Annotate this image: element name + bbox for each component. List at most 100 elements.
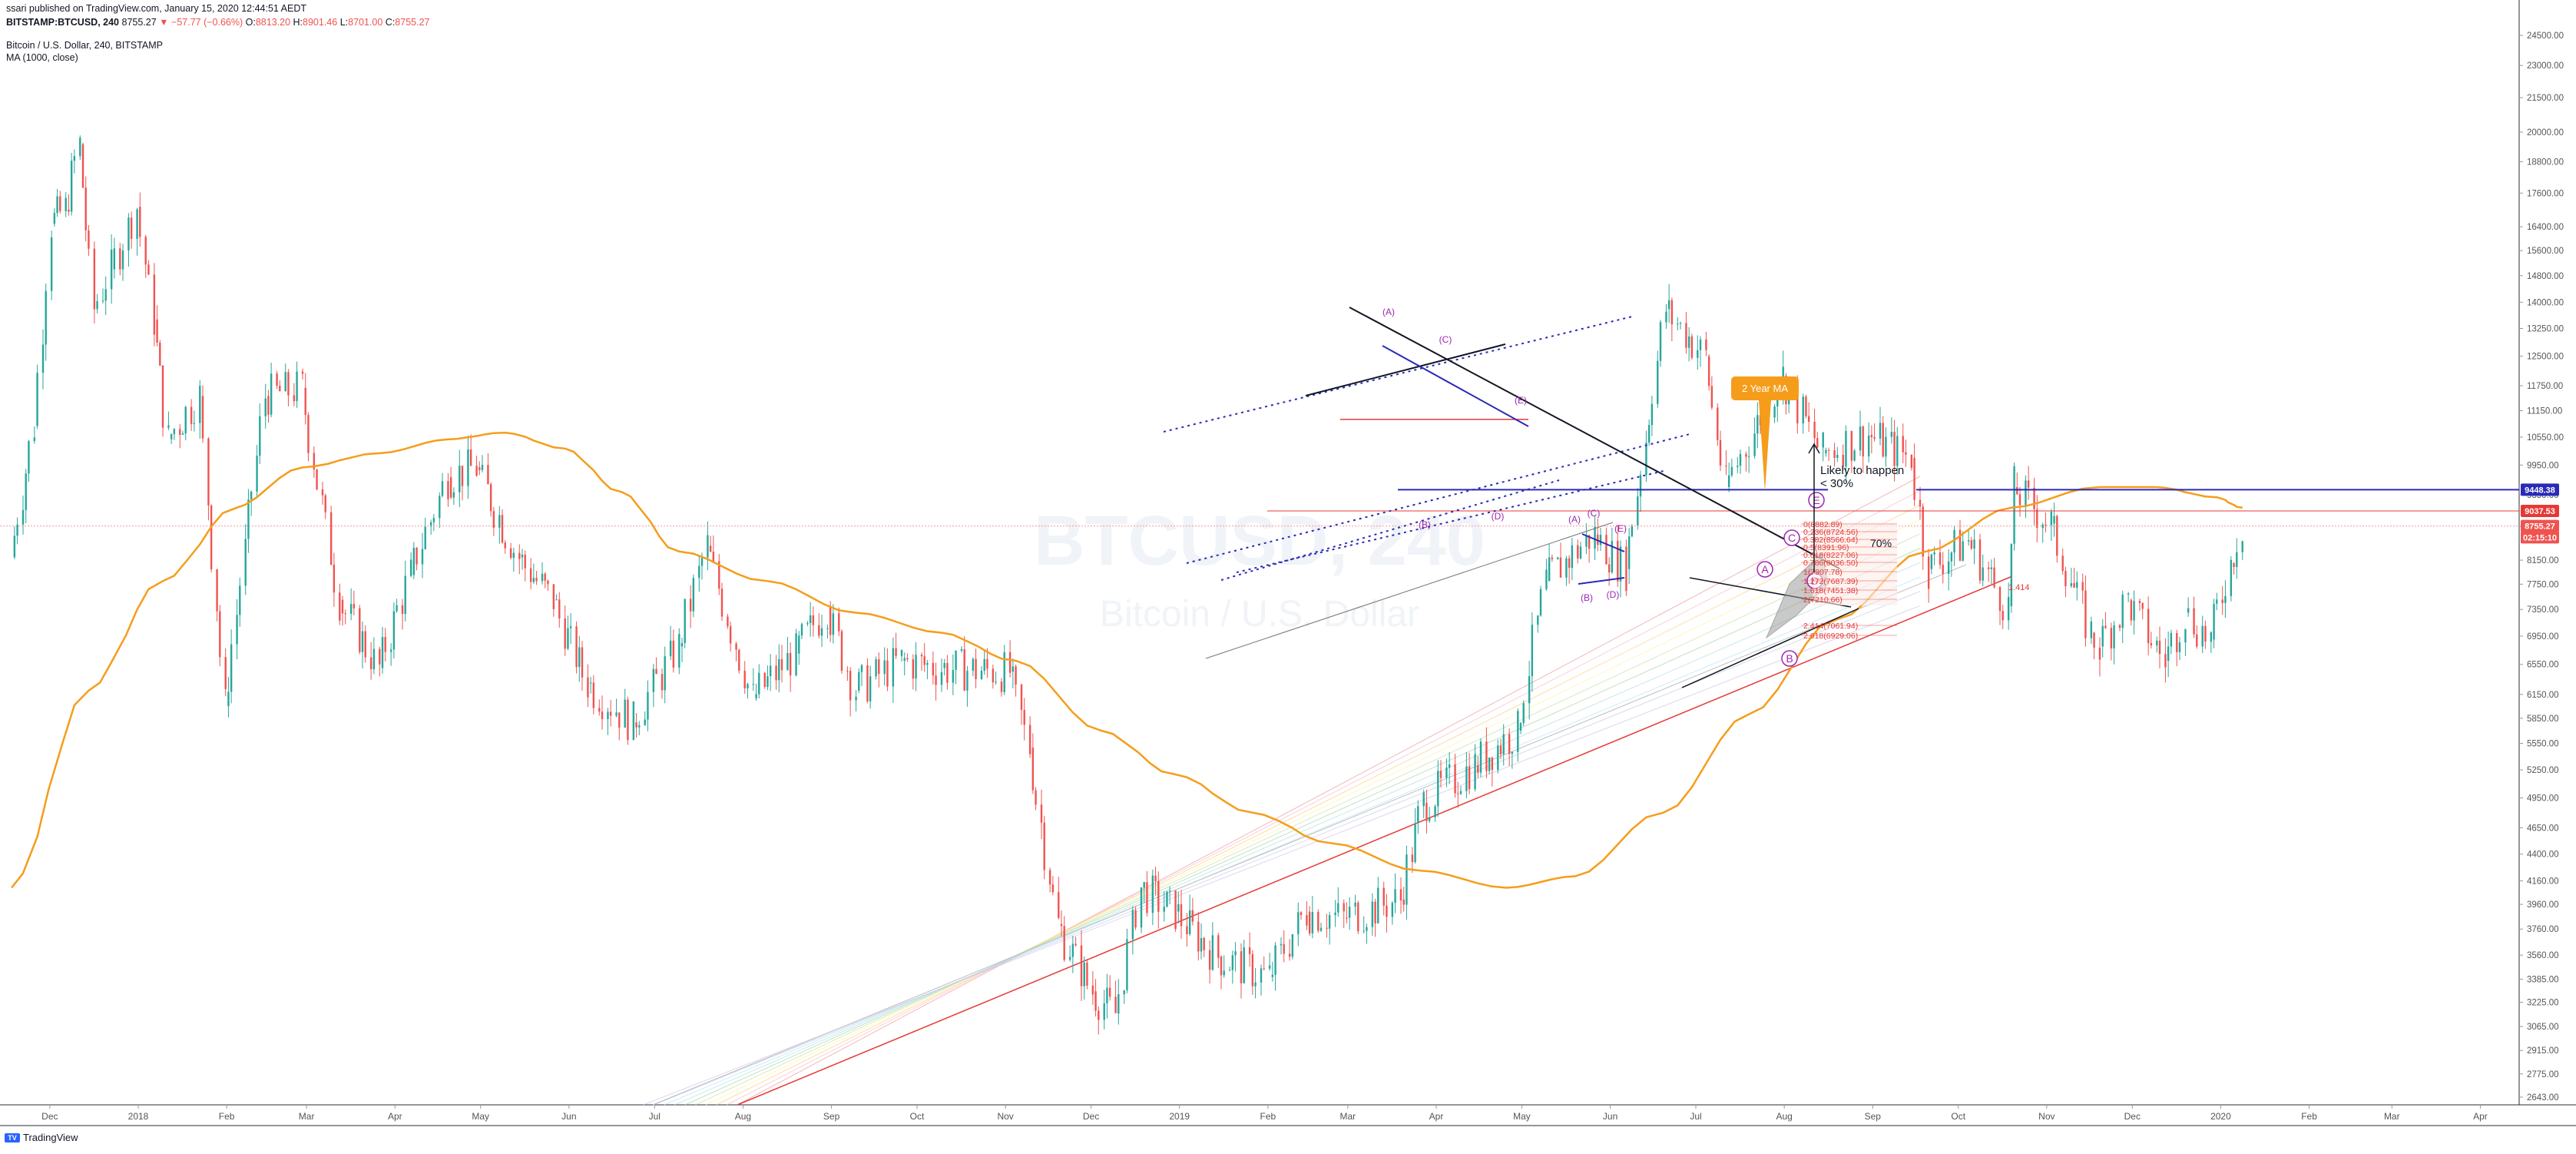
candle-body [1123,990,1125,995]
wave-label-small: (D) [1607,589,1620,600]
candle-body [2213,603,2215,640]
candle-body [552,584,555,609]
candle-body [361,631,364,652]
candle-body [1234,951,1237,956]
candle-body [167,425,170,428]
candle-body [498,515,501,528]
fib-level-label: 1.272(7687.39) [1803,577,1858,586]
candle-body [121,250,124,270]
candle-body [920,655,923,657]
candle-body [321,489,324,496]
candle-body [1417,806,1419,824]
x-tick-label: Dec [41,1111,58,1122]
candle-body [28,441,30,474]
candle-body [119,248,121,270]
candle-body [632,701,635,741]
y-tick-label: 7750.00 [2527,580,2559,589]
legend-ma[interactable]: MA (1000, close) [6,52,78,63]
candle-body [1012,666,1015,672]
fib-level-label: 0.5(8391.96) [1803,543,1849,552]
candle-body [1919,499,1922,507]
candle-body [276,373,278,386]
candle-body [829,606,832,635]
candle-body [333,565,336,593]
candle-body [1699,339,1702,350]
y-tick-label: 15600.00 [2527,247,2564,256]
candle-body [324,495,326,512]
candle-body [555,599,558,601]
candle-body [2002,611,2004,621]
candle-body [339,592,341,621]
candle-body [509,548,512,559]
candle-body [1705,339,1707,350]
candle-body [1240,951,1243,983]
candle-body [389,649,392,652]
candle-body [1850,431,1853,461]
candle-body [769,665,772,677]
candle-body [1035,790,1037,805]
candle-body [940,672,943,685]
candle-body [429,522,432,527]
candle-body [1060,924,1063,927]
candle-body [130,217,133,239]
candle-body [1753,433,1756,456]
symbol-label: BITSTAMP:BTCUSD, 240 [6,17,120,28]
candle-body [239,585,241,615]
candle-body [644,719,646,725]
candle-body [1106,987,1108,1003]
candle-body [1685,323,1687,348]
candle-body [1927,556,1930,589]
gray-channel-line [1205,522,1614,659]
candle-body [2016,486,2018,495]
candle-body [1870,434,1873,437]
candle-body [329,512,333,565]
candle-body [661,674,664,691]
legend-title[interactable]: Bitcoin / U.S. Dollar, 240, BITSTAMP [6,40,164,51]
x-tick-label: Feb [1260,1111,1276,1122]
y-tick-label: 5250.00 [2527,766,2559,775]
candle-body [2098,647,2101,660]
x-tick-label: Feb [219,1111,235,1122]
candle-body [1879,423,1882,439]
tradingview-logo[interactable]: TV TradingView [5,1132,78,1143]
candle-body [1434,806,1436,817]
candle-body [1807,416,1810,422]
tradingview-brand: TradingView [23,1132,78,1143]
candle-body [763,672,766,687]
candle-body [1414,823,1416,863]
x-tick-label: 2019 [1169,1111,1190,1122]
x-tick-label: Jul [1690,1111,1701,1122]
candle-body [2158,640,2161,655]
candle-body [1719,439,1722,466]
candle-body [1058,892,1060,918]
y-tick-label: 3560.00 [2527,951,2559,960]
candle-body [1913,457,1915,500]
candle-body [1157,880,1160,912]
x-tick-label: Nov [2038,1111,2055,1122]
upper-short-trendline [1305,343,1506,396]
candle-body [304,387,306,416]
fib-channel-line [654,591,1921,1106]
candle-body [1371,901,1374,927]
candle-body [381,637,384,668]
candle-body [1833,450,1836,459]
candle-body [840,631,843,672]
candle-body [1146,882,1148,914]
candle-body [1291,933,1294,957]
fib-level-label: 1(7907.78) [1803,568,1843,577]
candle-body [1565,558,1568,578]
candle-body [501,515,504,543]
candle-body [236,615,238,645]
candle-body [1448,764,1451,768]
candle-body [1051,884,1055,893]
candle-body [293,395,296,402]
candle-body [720,589,723,617]
x-tick-label: Dec [1083,1111,1099,1122]
candle-body [1454,764,1456,794]
candle-body [22,509,25,525]
tradingview-icon: TV [5,1132,20,1142]
candle-body [279,386,281,392]
fib-level-label: 2.618(6929.06) [1803,632,1858,641]
wave-label-small: (D) [1492,511,1505,522]
